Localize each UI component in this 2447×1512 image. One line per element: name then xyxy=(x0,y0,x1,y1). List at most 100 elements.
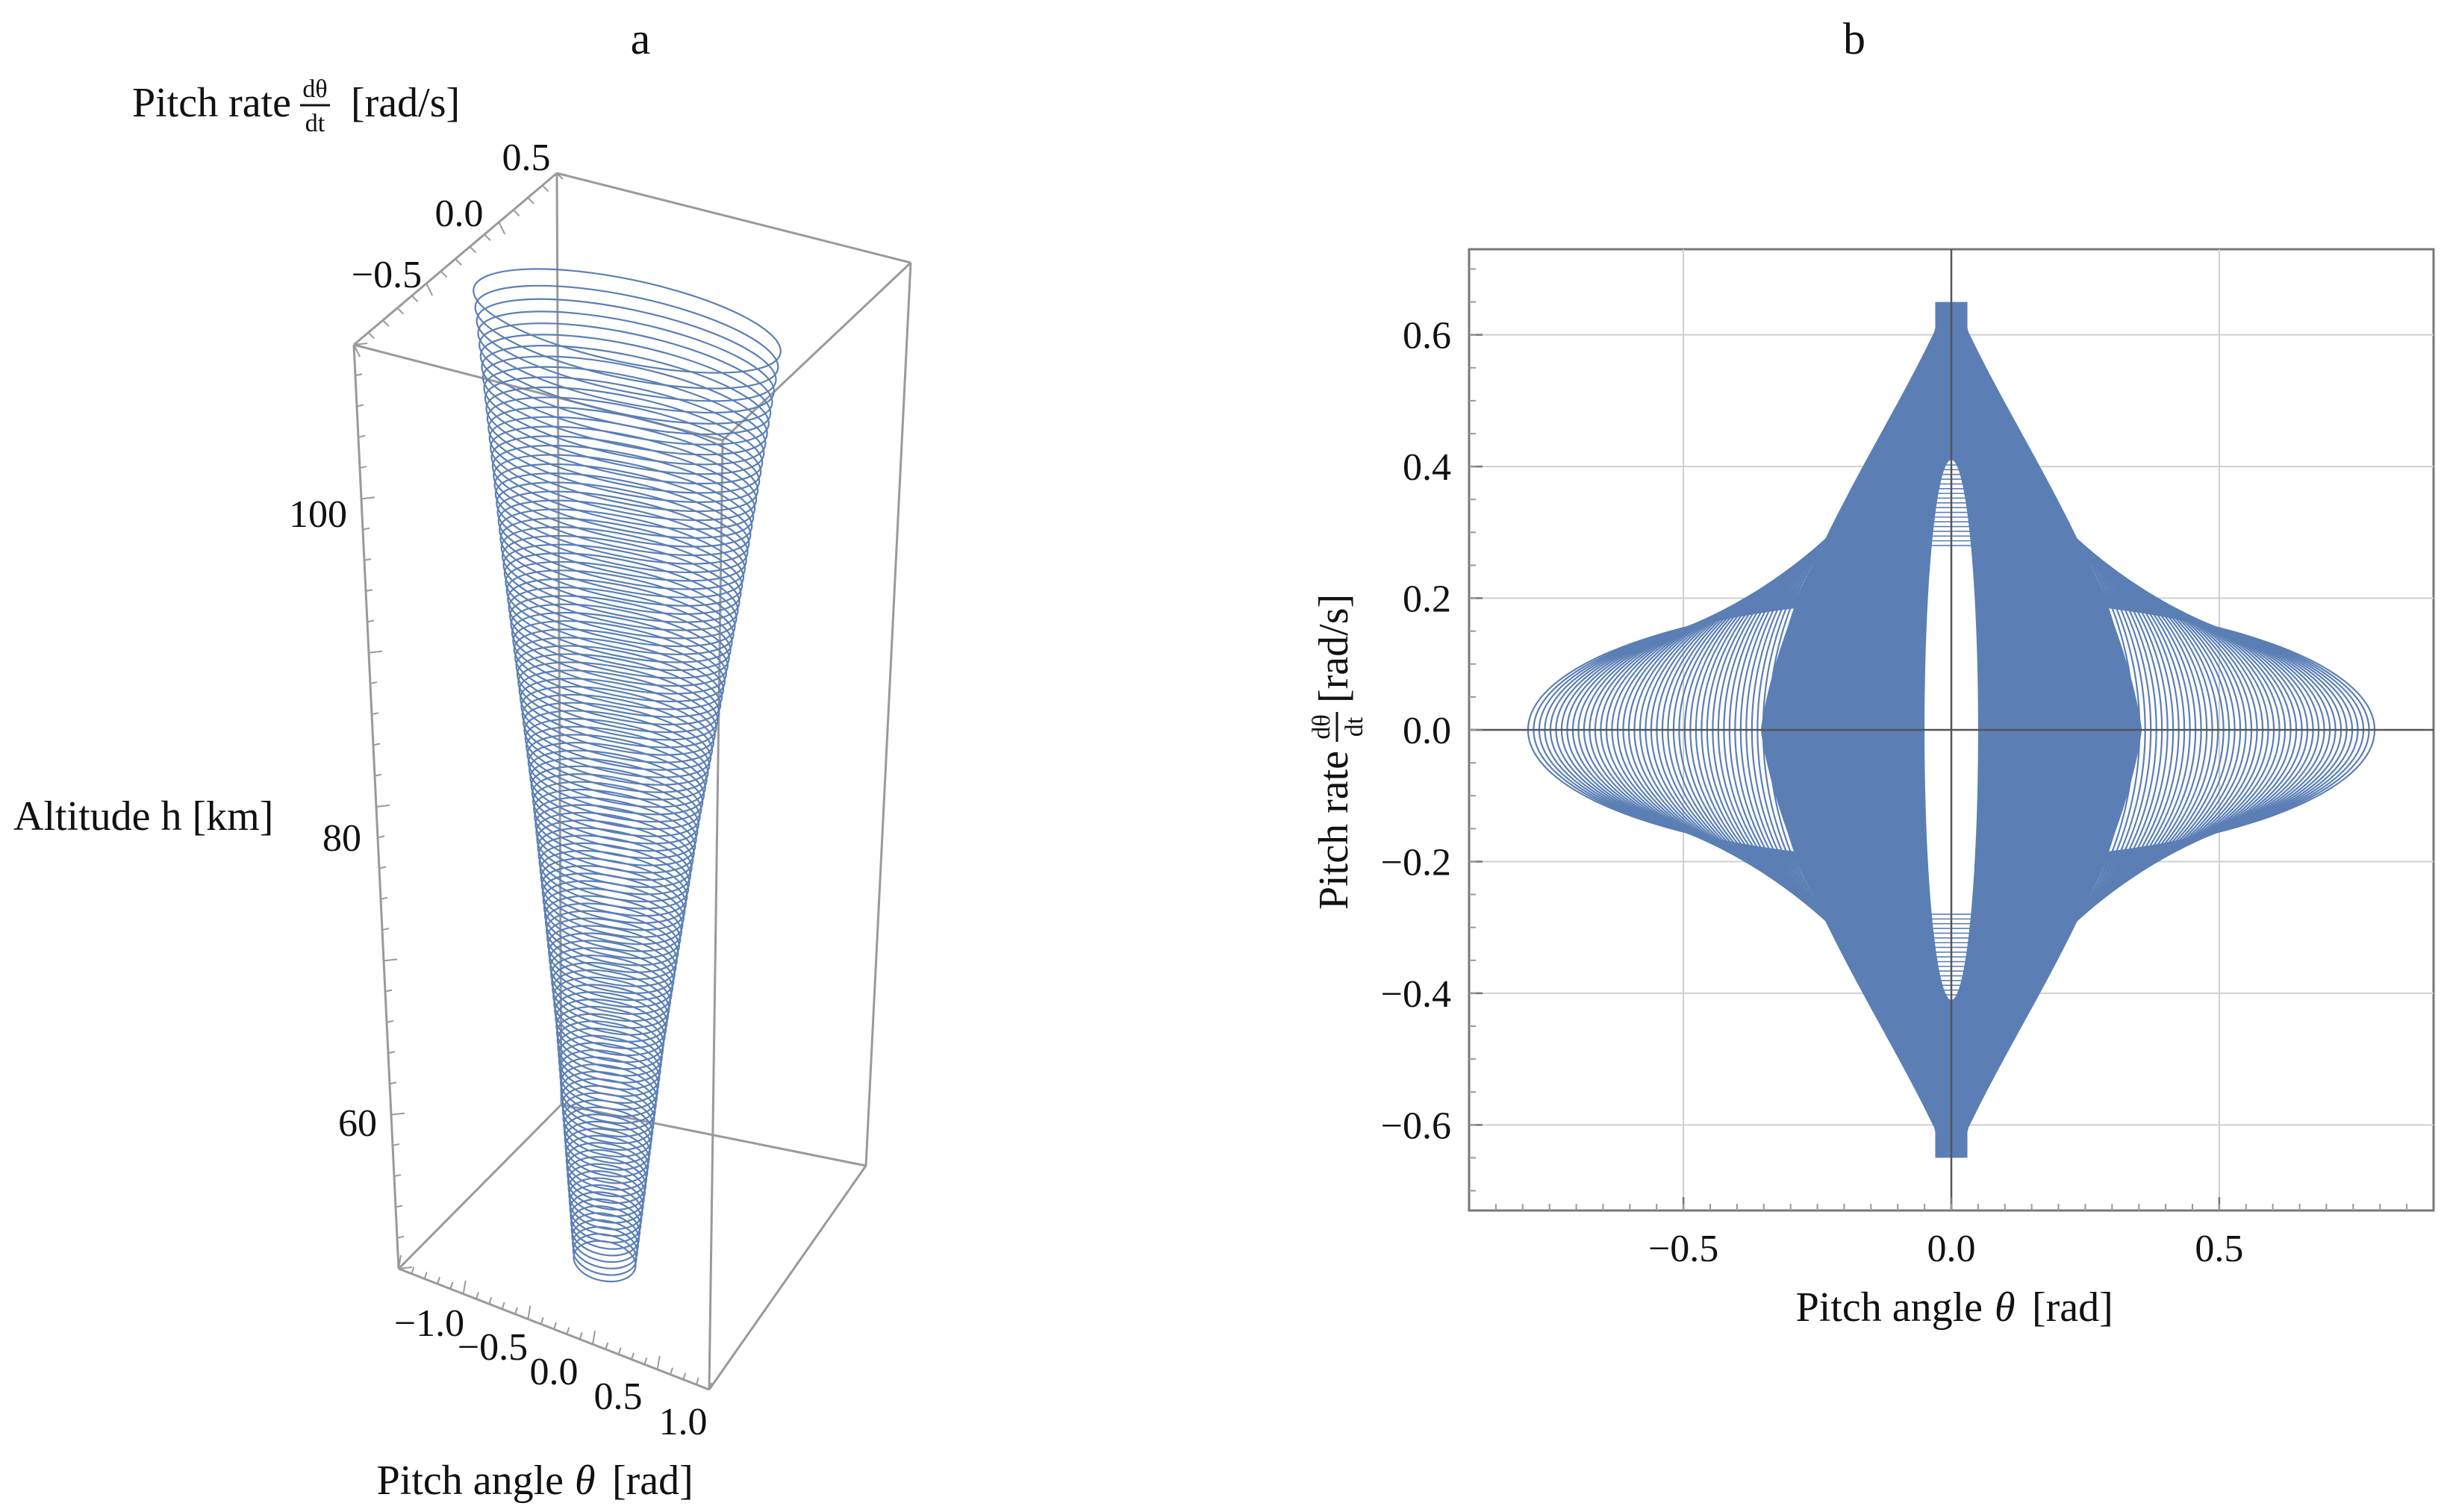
z-minor-tick xyxy=(411,295,419,302)
spiral-loop xyxy=(530,765,701,837)
y-minor-tick xyxy=(383,958,398,962)
spiral-loop xyxy=(521,693,714,771)
x-minor-tick xyxy=(670,1367,673,1375)
spiral-loop xyxy=(561,1078,656,1131)
x-minor-tick xyxy=(423,1272,428,1279)
spiral-loop xyxy=(564,1120,651,1171)
y-minor-tick xyxy=(386,1019,394,1023)
y-minor-tick xyxy=(353,343,368,346)
z-minor-tick xyxy=(469,246,477,254)
panel-b-ylabel-prefix: Pitch rate xyxy=(1311,751,1357,910)
spiral-loop xyxy=(532,781,699,852)
spiral-loop xyxy=(555,1013,664,1070)
y-tick-label: −0.4 xyxy=(1381,973,1451,1016)
y-minor-tick xyxy=(389,1081,397,1085)
spiral-loop xyxy=(494,472,750,565)
panel-b: b −0.5 0.0 0.5 0.6 0.4 0.2 0.0 −0.2 −0.4 −0.6 Pit… xyxy=(1308,14,2435,1331)
y-minor-tick xyxy=(384,989,393,993)
spiral-loop xyxy=(565,1134,649,1184)
x-minor-tick xyxy=(411,1266,415,1275)
spiral-loop xyxy=(543,887,682,952)
spiral-loop xyxy=(553,984,668,1043)
z-minor-tick xyxy=(484,234,491,241)
spiral-loop xyxy=(561,1085,655,1137)
x-minor-tick xyxy=(708,1382,712,1390)
spiral-loop xyxy=(549,947,673,1008)
spiral-loop xyxy=(493,463,752,557)
z-minor-tick xyxy=(353,344,361,357)
panel-b-ylabel-frac-num: dθ xyxy=(1308,714,1335,739)
panel-a-xlabel-prefix: Pitch angle xyxy=(377,1458,564,1504)
x-minor-tick xyxy=(592,1331,596,1345)
spiral-loop xyxy=(512,620,726,703)
y-tick-label: −0.2 xyxy=(1381,841,1451,884)
y-tick-label: −0.6 xyxy=(1381,1105,1451,1147)
spiral-loop xyxy=(486,396,762,494)
x-minor-tick xyxy=(449,1281,454,1290)
y-minor-tick xyxy=(387,1051,396,1055)
y-minor-tick xyxy=(359,466,367,469)
z-minor-tick xyxy=(455,258,462,266)
box-edge xyxy=(721,261,912,442)
spiral-loop xyxy=(544,902,680,966)
z-minor-tick xyxy=(426,283,434,296)
spiral-loop xyxy=(507,578,733,663)
y-minor-tick xyxy=(398,1266,413,1269)
spiral-loop xyxy=(496,481,749,574)
spiral-loop xyxy=(485,386,764,485)
panel-a-y-tick: 80 xyxy=(322,817,361,860)
panel-a-z-ticks: 0.5 0.0 −0.5 xyxy=(352,137,551,296)
y-minor-tick xyxy=(393,1174,402,1178)
y-minor-tick xyxy=(368,650,383,654)
spiral-loop xyxy=(481,355,768,456)
z-minor-tick xyxy=(440,270,448,278)
panel-a-z-minor-ticks xyxy=(353,172,564,357)
spiral-loop xyxy=(510,603,729,687)
spiral-loop xyxy=(555,1005,665,1063)
spiral-loop xyxy=(554,991,667,1049)
y-minor-tick xyxy=(381,928,390,931)
spiral-loop xyxy=(531,773,699,845)
x-minor-tick xyxy=(501,1302,505,1310)
spiral-loop xyxy=(502,543,739,631)
spiral-loop xyxy=(513,628,725,710)
spiral-loop xyxy=(545,910,679,973)
panel-a-z-tick: 0.5 xyxy=(502,137,551,179)
spiral-loop xyxy=(563,1106,653,1158)
z-minor-tick xyxy=(367,331,375,340)
x-minor-tick xyxy=(476,1292,479,1299)
spiral-loop xyxy=(564,1128,650,1178)
spiral-loop xyxy=(540,865,686,931)
z-minor-tick xyxy=(513,209,520,216)
spiral-loop xyxy=(474,284,779,390)
spiral-loop xyxy=(493,454,753,548)
spiral-loop xyxy=(501,534,741,623)
spiral-loop xyxy=(517,661,719,741)
spiral-loop xyxy=(490,425,758,522)
spiral-loop xyxy=(555,999,666,1057)
x-minor-tick xyxy=(398,1255,402,1269)
spiral-loop xyxy=(511,611,727,695)
spiral-loop xyxy=(509,595,730,679)
spiral-loop xyxy=(547,925,677,987)
spiral-loop xyxy=(529,749,704,823)
panel-a-zlabel-frac-num: dθ xyxy=(302,75,327,103)
z-minor-tick xyxy=(527,197,534,204)
panel-a-zlabel-prefix: Pitch rate xyxy=(132,80,291,126)
spiral-loop xyxy=(497,499,746,590)
spiral-loop xyxy=(523,702,712,778)
spiral-loop xyxy=(552,976,670,1036)
y-minor-tick xyxy=(365,589,373,593)
spiral-loop xyxy=(546,917,678,981)
spiral-loop xyxy=(548,932,676,994)
spiral-loop xyxy=(570,1205,641,1250)
spiral-loop xyxy=(481,345,770,446)
panel-a-x-tick: 0.5 xyxy=(594,1375,643,1418)
spiral-loop xyxy=(526,734,706,808)
spiral-loop xyxy=(516,653,720,734)
box-edge xyxy=(561,1103,867,1167)
box-edge xyxy=(708,440,724,1390)
spiral-loop xyxy=(551,961,671,1022)
z-minor-tick xyxy=(382,319,390,327)
panel-b-xlabel-prefix: Pitch angle xyxy=(1796,1284,1983,1331)
